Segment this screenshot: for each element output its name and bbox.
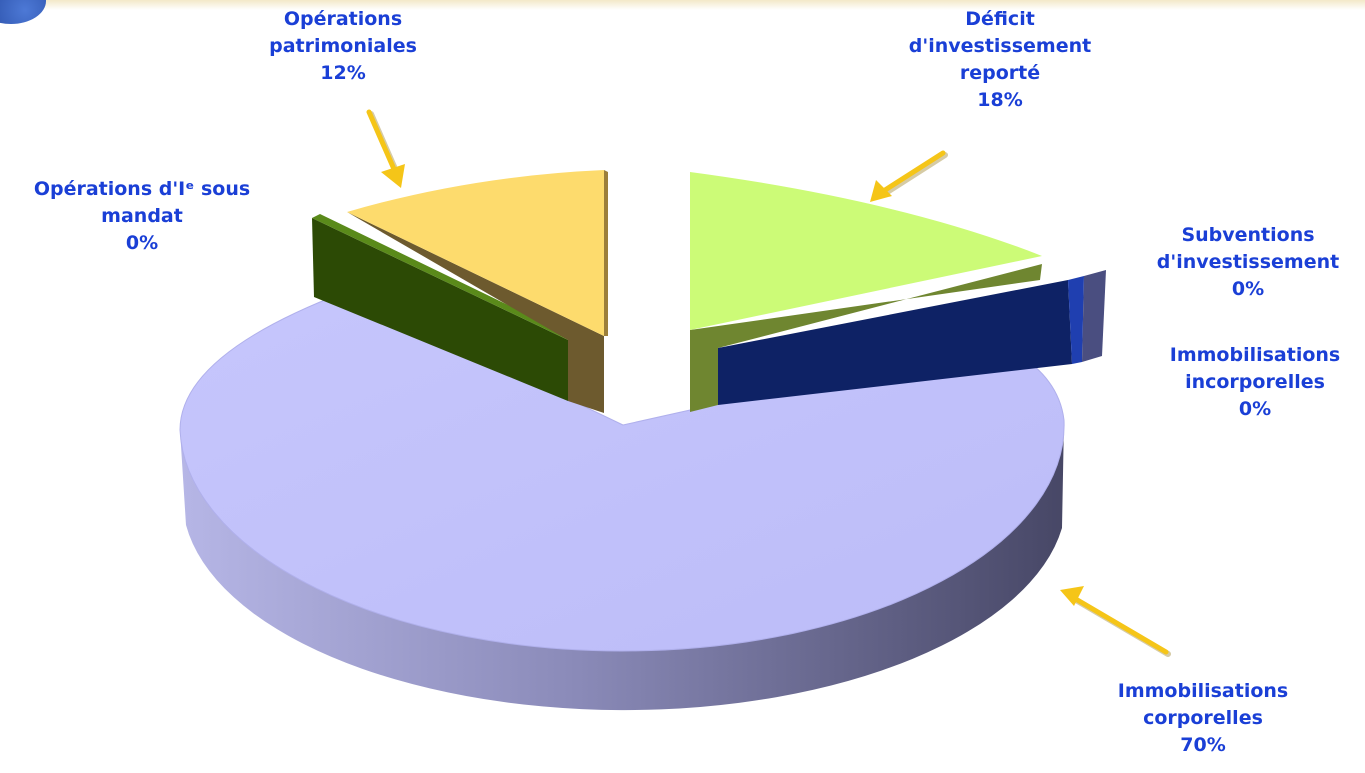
arrow-deficit	[870, 150, 948, 202]
slice-patrimoniales-top	[347, 170, 604, 336]
slice-deficit-side	[690, 264, 1042, 412]
label-subventions-investissement: Subventions d'investissement 0%	[1140, 222, 1356, 303]
label-deficit-line-2: d'investissement	[908, 35, 1092, 57]
label-incorporelles-line-2: incorporelles	[1185, 371, 1325, 393]
label-immobilisations-incorporelles: Immobilisations incorporelles 0%	[1150, 342, 1360, 423]
slice-patrimoniales-side	[347, 212, 604, 413]
label-incorporelles-value: 0%	[1238, 398, 1272, 420]
slice-incorporelles-side	[1082, 270, 1106, 362]
label-operations-sous-mandat: Opérations d'Iᵉ sous mandat 0%	[2, 176, 282, 257]
label-mandat-value: 0%	[125, 232, 159, 254]
label-deficit-line-1: Déficit	[965, 8, 1035, 30]
slice-patrimoniales-edge	[604, 170, 608, 336]
label-mandat-line-1: Opérations d'Iᵉ sous	[33, 178, 251, 200]
label-deficit-value: 18%	[977, 89, 1023, 111]
label-corporelles-line-1: Immobilisations	[1117, 680, 1289, 702]
label-corporelles-value: 70%	[1180, 734, 1226, 756]
top-decor-band	[0, 0, 1365, 10]
slice-deficit-investissement	[690, 172, 1042, 412]
label-incorporelles-line-1: Immobilisations	[1169, 344, 1341, 366]
label-operations-patrimoniales: Opérations patrimoniales 12%	[243, 6, 443, 87]
label-subventions-line-1: Subventions	[1181, 224, 1315, 246]
slice-subventions-investissement	[718, 276, 1084, 405]
slice-corporelles-side	[180, 420, 1065, 711]
label-patrimoniales-line-1: Opérations	[283, 8, 403, 30]
label-immobilisations-corporelles: Immobilisations corporelles 70%	[1098, 678, 1308, 759]
slice-subventions-edge	[1068, 276, 1084, 364]
slice-immobilisations-incorporelles	[1082, 270, 1106, 362]
label-patrimoniales-value: 12%	[320, 62, 366, 84]
label-deficit-investissement: Déficit d'investissement reporté 18%	[880, 6, 1120, 114]
slice-operations-sous-mandat	[312, 214, 572, 401]
arrow-corporelles	[1060, 586, 1171, 657]
slice-mandat-edge	[312, 214, 572, 340]
slice-operations-patrimoniales	[347, 170, 608, 413]
slice-subventions-side	[718, 280, 1072, 405]
arrow-patrimoniales	[366, 109, 405, 188]
slice-mandat-side	[312, 218, 568, 401]
label-subventions-line-2: d'investissement	[1156, 251, 1340, 273]
label-deficit-line-3: reporté	[959, 62, 1041, 84]
label-patrimoniales-line-2: patrimoniales	[269, 35, 417, 57]
label-subventions-value: 0%	[1231, 278, 1265, 300]
slice-deficit-top	[690, 172, 1042, 330]
label-mandat-line-2: mandat	[101, 205, 183, 227]
label-corporelles-line-2: corporelles	[1143, 707, 1263, 729]
